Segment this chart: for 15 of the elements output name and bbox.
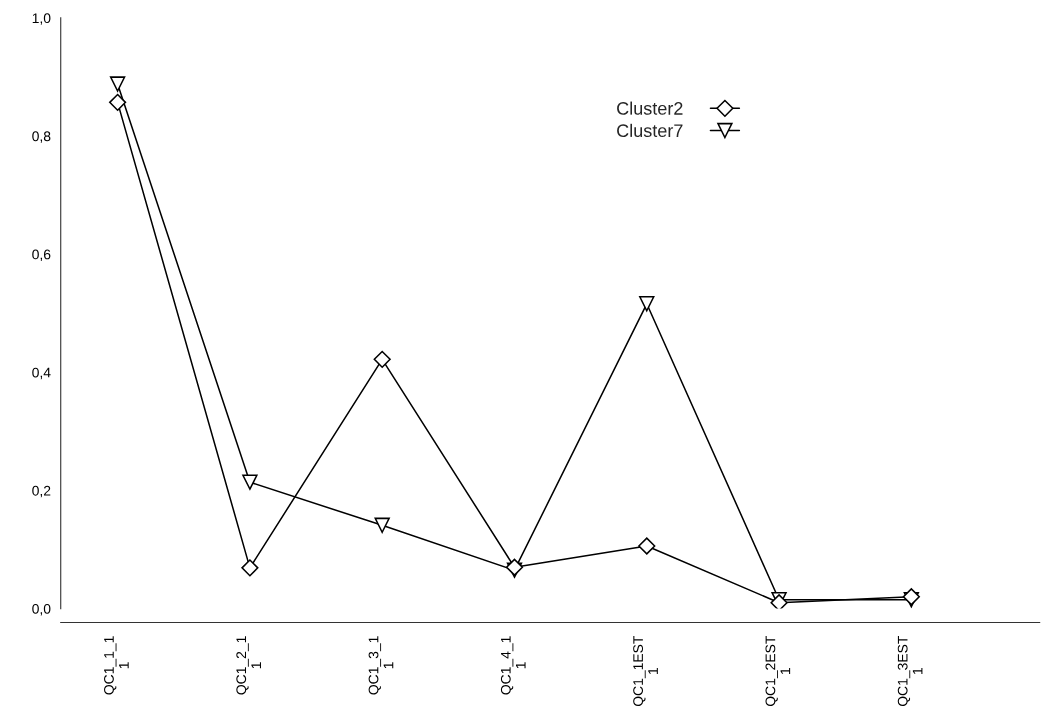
y-tick-label: 0,4 (32, 367, 51, 380)
legend-label: Cluster7 (617, 123, 683, 138)
x-tick-label: QC1_2_1 1 (236, 636, 261, 695)
x-tick-label: QC1_3EST 1 (897, 636, 923, 707)
y-tick-label: 0,6 (32, 249, 51, 261)
legend-label: Cluster2 (617, 101, 683, 115)
y-tick-label: 0,2 (32, 485, 51, 498)
x-tick-label: QC1_3_1 1 (368, 636, 394, 695)
y-tick-label: 1,0 (32, 13, 51, 25)
x-tick-label: QC1_1EST 1 (633, 636, 658, 707)
y-tick-label: 0,8 (32, 131, 51, 143)
x-tick-label: QC1_4_1 1 (500, 636, 526, 695)
y-tick-label: 0,0 (32, 603, 51, 616)
x-tick-label: QC1_2EST 1 (765, 636, 791, 707)
x-tick-label: QC1_1_1 1 (104, 636, 129, 695)
